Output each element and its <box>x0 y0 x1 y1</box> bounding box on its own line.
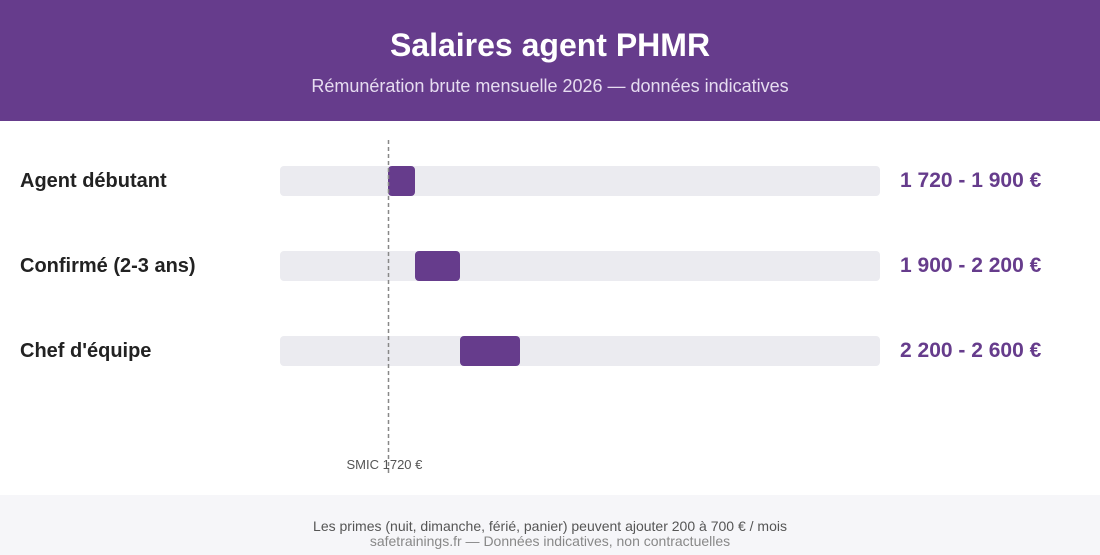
category-label: Confirmé (2-3 ans) <box>20 255 196 277</box>
salary-range-bar <box>415 251 460 281</box>
salary-range-chart: Agent débutant 1 720 - 1 900 € Confirmé (2… <box>0 121 1100 495</box>
category-label: Agent débutant <box>20 170 167 192</box>
chart-subtitle: Rémunération brute mensuelle 2026 — donn… <box>311 76 789 96</box>
chart-footer: Les primes (nuit, dimanche, férié, panie… <box>0 495 1100 555</box>
salary-range-bar <box>388 166 415 196</box>
footer-source: safetrainings.fr — Données indicatives, … <box>369 533 731 549</box>
chart-plot <box>280 140 880 475</box>
smic-reference-label: SMIC 1720 € <box>346 457 423 472</box>
bar-track <box>280 336 880 366</box>
range-value-label: 1 720 - 1 900 € <box>900 169 1042 192</box>
category-label: Chef d'équipe <box>20 340 152 362</box>
salary-range-bar <box>460 336 520 366</box>
chart-header: Salaires agent PHMR Rémunération brute m… <box>0 0 1100 121</box>
range-value-label: 2 200 - 2 600 € <box>900 339 1042 362</box>
chart-title: Salaires agent PHMR <box>389 27 711 63</box>
bar-track <box>280 166 880 196</box>
range-value-label: 1 900 - 2 200 € <box>900 254 1042 277</box>
bar-track <box>280 251 880 281</box>
footer-note: Les primes (nuit, dimanche, férié, panie… <box>313 518 787 534</box>
